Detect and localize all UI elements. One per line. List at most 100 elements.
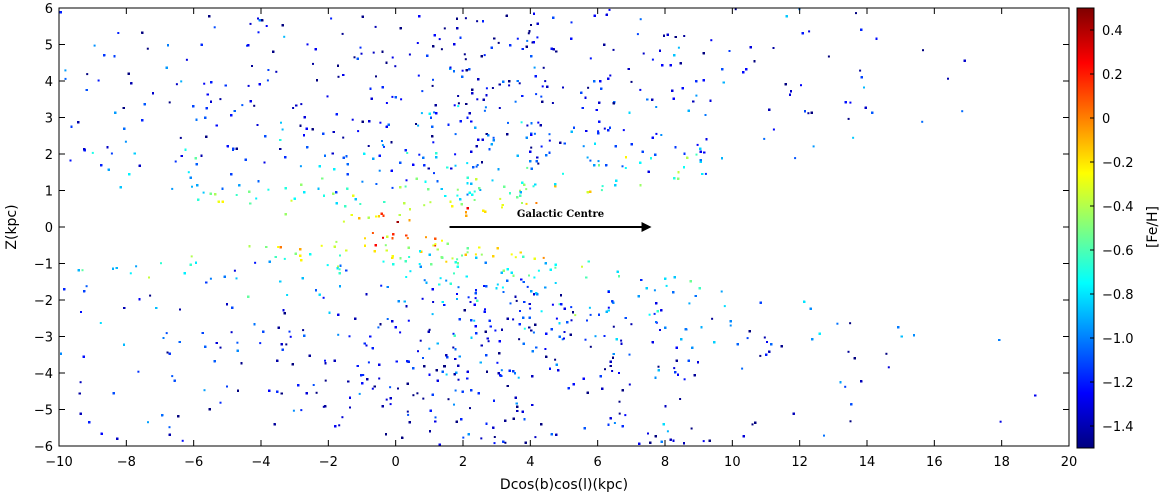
scatter-point	[611, 370, 614, 372]
scatter-point	[247, 84, 250, 87]
scatter-point	[729, 324, 732, 327]
scatter-point	[836, 322, 839, 325]
scatter-point	[443, 27, 446, 30]
scatter-point	[473, 319, 476, 322]
scatter-point	[404, 185, 407, 188]
scatter-point	[405, 276, 408, 278]
scatter-point	[249, 22, 252, 25]
scatter-point	[621, 165, 624, 168]
scatter-point	[434, 243, 437, 246]
scatter-point	[405, 179, 408, 182]
scatter-point	[147, 421, 149, 424]
scatter-point	[852, 136, 855, 139]
scatter-point	[588, 306, 591, 309]
scatter-point	[99, 322, 102, 324]
scatter-point	[364, 237, 366, 240]
scatter-point	[80, 311, 82, 313]
scatter-point	[203, 82, 206, 85]
scatter-point	[432, 244, 435, 247]
scatter-point	[381, 144, 384, 147]
scatter-point	[385, 102, 388, 104]
scatter-point	[456, 194, 459, 197]
scatter-point	[438, 38, 441, 41]
scatter-point	[64, 69, 67, 72]
scatter-point	[418, 263, 421, 265]
scatter-point	[570, 306, 573, 309]
scatter-point	[375, 183, 378, 185]
scatter-point	[135, 265, 138, 268]
scatter-point	[612, 325, 615, 328]
scatter-point	[655, 132, 658, 135]
scatter-point	[456, 188, 459, 191]
scatter-point	[607, 306, 610, 309]
scatter-point	[453, 403, 455, 406]
scatter-point	[162, 337, 165, 339]
scatter-point	[361, 180, 364, 183]
scatter-point	[338, 424, 341, 427]
scatter-point	[300, 409, 303, 412]
scatter-point	[620, 339, 623, 342]
scatter-point	[429, 201, 432, 204]
scatter-point	[160, 262, 162, 265]
scatter-point	[526, 285, 529, 288]
scatter-point	[464, 17, 467, 20]
scatter-point	[660, 134, 663, 136]
scatter-point	[679, 398, 682, 400]
scatter-point	[246, 44, 248, 47]
scatter-point	[117, 32, 120, 34]
scatter-point	[367, 145, 370, 147]
scatter-point	[367, 361, 370, 364]
scatter-point	[399, 331, 402, 334]
scatter-point	[324, 379, 327, 382]
scatter-point	[266, 79, 269, 82]
scatter-point	[171, 187, 174, 190]
scatter-point	[380, 284, 383, 287]
scatter-point	[476, 20, 479, 23]
scatter-point	[454, 153, 457, 156]
scatter-point	[456, 258, 459, 261]
scatter-point	[570, 319, 573, 322]
scatter-point	[628, 353, 631, 356]
scatter-point	[420, 112, 423, 115]
scatter-point	[999, 420, 1002, 423]
scatter-point	[466, 193, 469, 196]
scatter-point	[417, 124, 420, 127]
scatter-point	[416, 42, 419, 44]
scatter-point	[683, 378, 686, 381]
scatter-point	[501, 286, 504, 289]
scatter-point	[523, 327, 526, 330]
scatter-point	[371, 387, 374, 390]
scatter-point	[808, 30, 811, 33]
scatter-point	[849, 420, 852, 423]
scatter-point	[639, 18, 642, 21]
scatter-point	[587, 86, 590, 89]
scatter-point	[360, 52, 363, 55]
scatter-point	[433, 172, 435, 175]
scatter-point	[359, 46, 362, 49]
scatter-point	[589, 159, 592, 162]
scatter-point	[507, 121, 509, 124]
scatter-point	[226, 385, 228, 388]
scatter-point	[516, 37, 519, 40]
scatter-point	[434, 244, 437, 247]
scatter-point	[554, 282, 557, 284]
scatter-point	[601, 185, 604, 188]
scatter-point	[530, 146, 533, 149]
scatter-point	[849, 101, 852, 104]
scatter-point	[417, 74, 420, 77]
scatter-point	[597, 130, 600, 133]
scatter-point	[500, 369, 503, 372]
scatter-point	[597, 160, 600, 163]
scatter-point	[582, 145, 585, 148]
scatter-point	[751, 423, 754, 426]
scatter-point	[847, 117, 850, 120]
scatter-point	[421, 297, 424, 300]
scatter-point	[407, 319, 410, 322]
scatter-point	[922, 49, 924, 52]
scatter-point	[378, 377, 381, 380]
scatter-point	[423, 204, 426, 207]
scatter-point	[746, 337, 749, 340]
scatter-point	[613, 422, 616, 424]
scatter-point	[734, 8, 737, 11]
scatter-point	[710, 39, 713, 42]
